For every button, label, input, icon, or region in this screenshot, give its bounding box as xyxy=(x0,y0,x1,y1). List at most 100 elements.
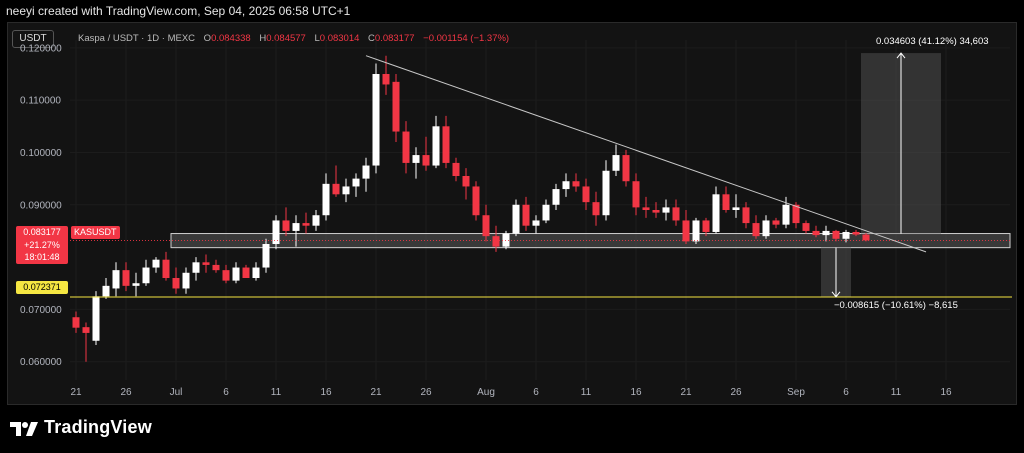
current-price-value: 0.083177 xyxy=(23,227,61,237)
candle-body xyxy=(772,220,780,225)
symbol-currency-button[interactable]: USDT xyxy=(12,30,54,48)
tradingview-logo-text: TradingView xyxy=(44,417,152,437)
x-tick-label: 16 xyxy=(320,387,332,398)
symbol-tag-label: KASUSDT xyxy=(74,227,117,237)
candle-body xyxy=(732,207,740,210)
chart-panel[interactable] xyxy=(7,22,1017,405)
candle-body xyxy=(632,181,640,208)
candle-body xyxy=(862,234,870,241)
candle-body xyxy=(682,220,690,242)
x-tick-label: 6 xyxy=(533,387,539,398)
candle-body xyxy=(312,215,320,226)
y-tick-label: 0.060000 xyxy=(20,357,62,368)
candle-body xyxy=(72,317,80,328)
candle-body xyxy=(452,162,460,176)
candle-body xyxy=(822,230,830,236)
candle-body xyxy=(572,181,580,187)
x-tick-label: 21 xyxy=(370,387,382,398)
candle-body xyxy=(812,230,820,236)
candle-body xyxy=(742,207,750,224)
candle-body xyxy=(462,176,470,187)
candle-body xyxy=(352,178,360,187)
legend-o-label: O xyxy=(203,33,212,44)
x-tick-label: 21 xyxy=(680,387,692,398)
candle-body xyxy=(402,131,410,163)
candle-body xyxy=(782,204,790,225)
candle-body xyxy=(342,186,350,195)
x-tick-label: 6 xyxy=(223,387,229,398)
candle-body xyxy=(592,202,600,216)
candle-body xyxy=(802,223,810,231)
target-price-value: 0.072371 xyxy=(23,282,61,292)
candle-body xyxy=(92,296,100,341)
candle-body xyxy=(652,210,660,213)
x-tick-label: 16 xyxy=(940,387,952,398)
candle-body xyxy=(752,223,760,237)
candle-body xyxy=(122,270,130,286)
candle-body xyxy=(532,220,540,226)
legend-l-label: L xyxy=(314,33,320,44)
x-tick-label: Jul xyxy=(170,387,183,398)
candle-body xyxy=(392,81,400,132)
candle-body xyxy=(712,194,720,232)
candle-body xyxy=(422,155,430,166)
symbol-tag: KASUSDT xyxy=(71,226,120,239)
legend-title: Kaspa / USDT · 1D · MEXC xyxy=(78,33,196,44)
y-tick-label: 0.100000 xyxy=(20,148,62,159)
candle-body xyxy=(282,220,290,231)
x-tick-label: 11 xyxy=(581,387,592,398)
current-price-tag: 0.083177 +21.27% 18:01:48 xyxy=(16,226,68,264)
candle-body xyxy=(172,278,180,289)
candle-body xyxy=(492,236,500,247)
candle-body xyxy=(562,181,570,190)
x-tick-label: 26 xyxy=(120,387,132,398)
candle-body xyxy=(702,220,710,232)
x-tick-label: 16 xyxy=(630,387,642,398)
measure-up-arrowhead xyxy=(896,52,906,59)
x-tick-label: 11 xyxy=(891,387,902,398)
candle-body xyxy=(472,186,480,216)
descending-trendline xyxy=(365,55,927,253)
legend-close: 0.083177 xyxy=(374,33,415,44)
candle-body xyxy=(412,155,420,163)
chart-legend: Kaspa / USDT · 1D · MEXC O0.084338 H0.08… xyxy=(78,33,509,44)
x-tick-label: 6 xyxy=(843,387,849,398)
support-zone xyxy=(170,233,1011,249)
header-text: neeyi created with TradingView.com, Sep … xyxy=(6,4,351,18)
candle-body xyxy=(292,223,300,231)
candle-body xyxy=(662,207,670,213)
candle-body xyxy=(302,223,310,226)
candle-body xyxy=(622,155,630,182)
candle-body xyxy=(852,231,860,235)
candle-body xyxy=(482,215,490,237)
candle-body xyxy=(242,267,250,278)
candle-body xyxy=(232,267,240,281)
candle-body xyxy=(362,165,370,179)
candle-body xyxy=(252,267,260,278)
candle-body xyxy=(432,126,440,166)
candle-body xyxy=(642,207,650,210)
candle-body xyxy=(832,230,840,239)
candle-body xyxy=(82,327,90,333)
current-price-change: +21.27% xyxy=(24,239,60,250)
candle-body xyxy=(672,207,680,221)
candle-body xyxy=(272,220,280,244)
candle-body xyxy=(112,270,120,289)
legend-c-label: C xyxy=(368,33,375,44)
candle-body xyxy=(442,126,450,163)
y-tick-label: 0.110000 xyxy=(20,96,61,107)
candle-body xyxy=(602,170,610,216)
candle-body xyxy=(552,189,560,205)
legend-low: 0.083014 xyxy=(319,33,360,44)
candle-body xyxy=(792,204,800,224)
candle-body xyxy=(182,272,190,289)
legend-open: 0.084338 xyxy=(211,33,251,44)
candle-body xyxy=(332,183,340,195)
y-tick-label: 0.120000 xyxy=(20,43,62,54)
candle-body xyxy=(722,194,730,210)
candle-body xyxy=(542,204,550,221)
y-tick-label: 0.070000 xyxy=(20,305,62,316)
candle-body xyxy=(842,231,850,239)
candle-body xyxy=(372,74,380,166)
